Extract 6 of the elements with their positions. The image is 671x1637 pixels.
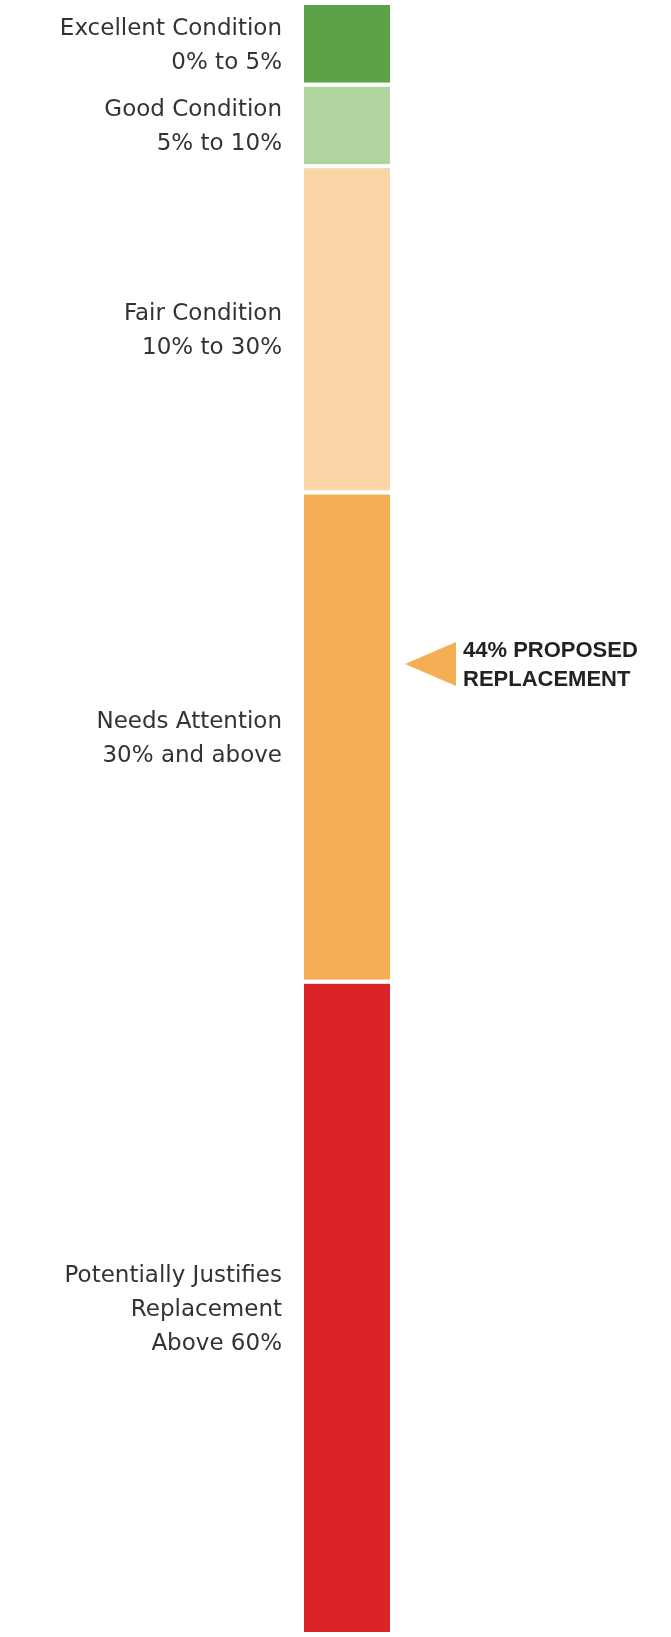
series-label: Excellent Condition 0% to 5% (59, 13, 282, 74)
series-label: Fair Condition 10% to 30% (123, 299, 282, 360)
series-label: Needs Attention 30% and above (96, 706, 282, 767)
series-label: Good Condition 5% to 10% (104, 95, 282, 156)
text: 44% PROPOSED REPLACEMENT (463, 636, 638, 691)
series-label: Potentially Justifies Replacement Above 60% (64, 1260, 282, 1355)
